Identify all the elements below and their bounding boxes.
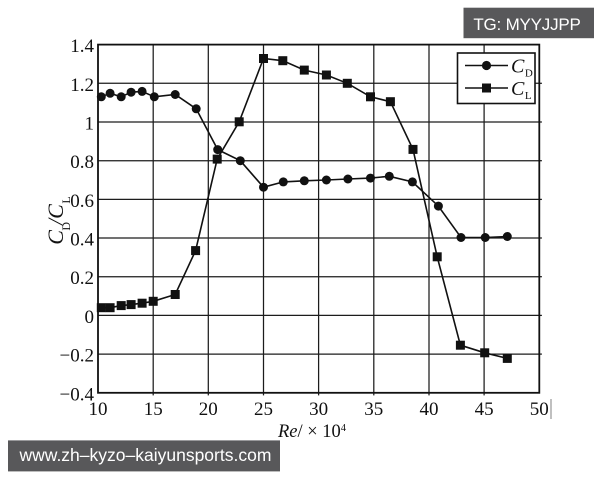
svg-text:10: 10 (89, 399, 108, 420)
svg-text:0: 0 (85, 307, 95, 328)
svg-text:45: 45 (475, 399, 494, 420)
svg-text:30: 30 (309, 399, 328, 420)
svg-text:0.4: 0.4 (70, 230, 94, 251)
svg-text:1: 1 (85, 114, 95, 135)
svg-text:Re/ × 104: Re/ × 104 (277, 422, 347, 442)
svg-text:50: 50 (530, 399, 549, 420)
svg-text:1.2: 1.2 (70, 75, 94, 96)
svg-text:0.8: 0.8 (70, 152, 94, 173)
svg-text:25: 25 (254, 399, 273, 420)
svg-text:15: 15 (144, 399, 163, 420)
svg-text:35: 35 (364, 399, 383, 420)
svg-text:20: 20 (199, 399, 218, 420)
svg-text:0.2: 0.2 (70, 268, 94, 289)
svg-text:TG: MYYJJPP: TG: MYYJJPP (473, 15, 580, 34)
svg-text:−0.2: −0.2 (60, 346, 94, 367)
svg-text:40: 40 (420, 399, 439, 420)
svg-text:www.zh–kyzo–kaiyunsports.com: www.zh–kyzo–kaiyunsports.com (19, 445, 272, 465)
svg-text:0.6: 0.6 (70, 191, 94, 212)
svg-text:1.4: 1.4 (70, 36, 94, 57)
svg-text:−0.4: −0.4 (60, 384, 95, 405)
